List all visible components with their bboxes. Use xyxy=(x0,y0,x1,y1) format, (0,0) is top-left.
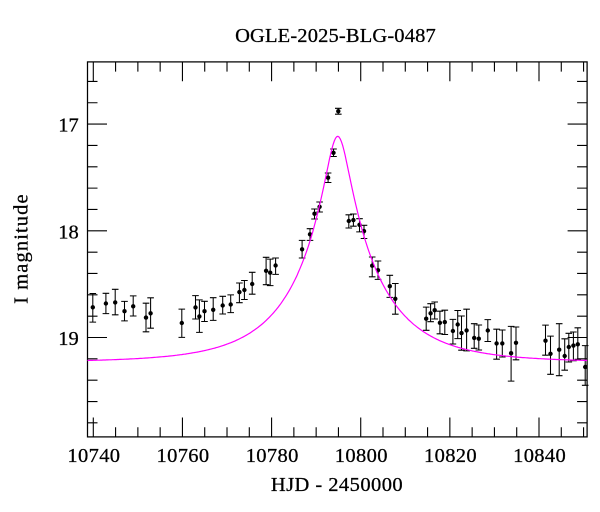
svg-text:18: 18 xyxy=(58,221,79,243)
svg-text:OGLE-2025-BLG-0487: OGLE-2025-BLG-0487 xyxy=(235,25,436,47)
svg-text:17: 17 xyxy=(58,115,79,137)
svg-text:10820: 10820 xyxy=(424,445,477,467)
svg-text:I magnitude: I magnitude xyxy=(11,193,33,304)
svg-text:10760: 10760 xyxy=(157,445,210,467)
svg-text:10800: 10800 xyxy=(335,445,388,467)
svg-text:19: 19 xyxy=(58,328,79,350)
svg-text:HJD - 2450000: HJD - 2450000 xyxy=(271,474,403,496)
svg-text:10840: 10840 xyxy=(513,445,566,467)
svg-text:10740: 10740 xyxy=(67,445,120,467)
svg-text:10780: 10780 xyxy=(246,445,299,467)
